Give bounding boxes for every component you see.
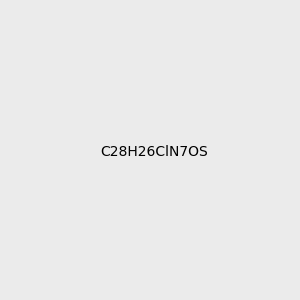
Text: C28H26ClN7OS: C28H26ClN7OS <box>100 145 208 158</box>
